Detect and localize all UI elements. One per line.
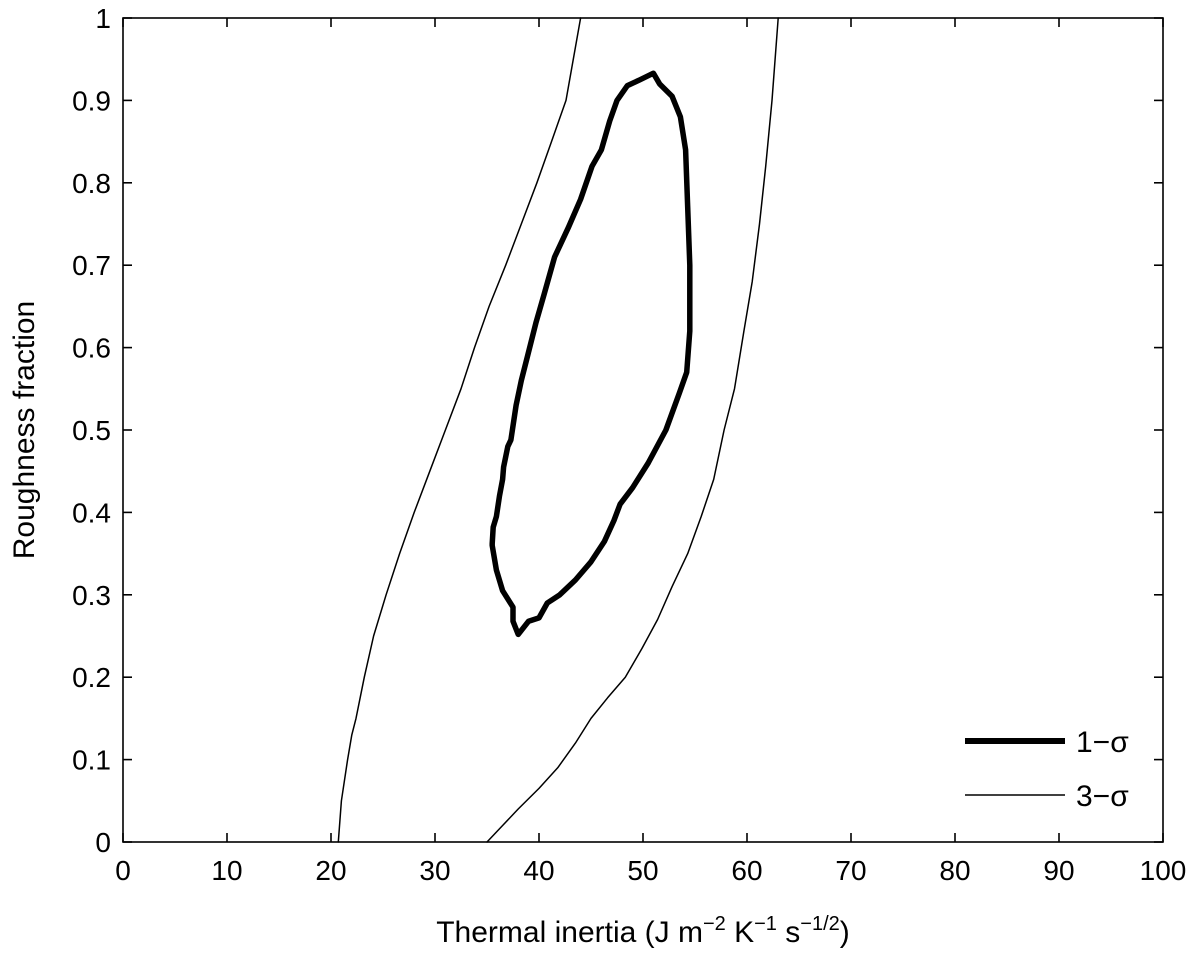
y-tick-label: 0.7	[72, 250, 111, 281]
y-tick-label: 0.9	[72, 85, 111, 116]
y-tick-label: 0.1	[72, 745, 111, 776]
series-layer	[337, 17, 779, 843]
x-axis-label-exp2: −1	[754, 913, 777, 935]
plot-frame	[122, 17, 1164, 843]
x-tick-label: 70	[835, 855, 866, 886]
y-tick-label: 0.6	[72, 333, 111, 364]
y-tick-label: 0.5	[72, 415, 111, 446]
x-tick-label: 90	[1043, 855, 1074, 886]
y-tick-label: 0.2	[72, 662, 111, 693]
series-3-sigma-contour-right	[486, 17, 779, 843]
x-axis-ticks: 0 10 20 30 40 50 60 70 80 90 100	[115, 18, 1186, 886]
x-tick-label: 40	[523, 855, 554, 886]
y-tick-label: 0.3	[72, 580, 111, 611]
x-axis-label-mid2: s	[777, 916, 800, 949]
legend-label-1-sigma: 1−σ	[1076, 726, 1129, 759]
x-tick-label: 10	[211, 855, 242, 886]
legend: 1−σ 3−σ	[965, 726, 1129, 813]
series-3-sigma-contour-left	[337, 17, 582, 843]
x-axis-label-exp3: −1/2	[800, 913, 839, 935]
y-axis-label: Roughness fraction	[8, 301, 41, 560]
x-axis-label-end: )	[840, 916, 850, 949]
y-tick-label: 0.4	[72, 497, 111, 528]
y-axis-ticks: 0 0.1 0.2 0.3 0.4 0.5 0.6 0.7 0.8 0.9 1	[72, 3, 1163, 858]
legend-label-3-sigma: 3−σ	[1076, 780, 1129, 813]
x-tick-label: 60	[731, 855, 762, 886]
x-tick-label: 50	[627, 855, 658, 886]
y-tick-label: 0.8	[72, 168, 111, 199]
y-tick-label: 1	[95, 3, 111, 34]
x-tick-label: 100	[1140, 855, 1187, 886]
series-1-sigma-contour	[489, 70, 693, 638]
x-tick-label: 30	[419, 855, 450, 886]
x-axis-label-mid1: K	[726, 916, 754, 949]
x-tick-label: 20	[315, 855, 346, 886]
x-axis-label-base: Thermal inertia (J m	[436, 916, 703, 949]
x-tick-label: 80	[939, 855, 970, 886]
x-tick-label: 0	[115, 855, 131, 886]
x-axis-label-exp1: −2	[703, 913, 726, 935]
x-axis-label: Thermal inertia (J m−2 K−1 s−1/2)	[436, 913, 850, 949]
y-tick-label: 0	[95, 827, 111, 858]
